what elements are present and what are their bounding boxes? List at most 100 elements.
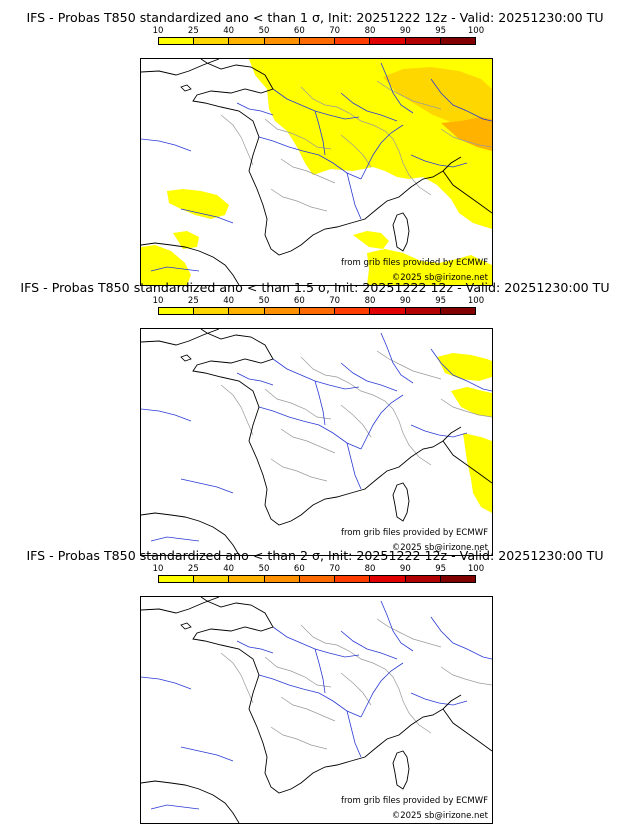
scale-tick-label: 50 xyxy=(258,564,270,574)
scale-bar xyxy=(158,37,476,45)
admin-border xyxy=(340,672,372,706)
scale-tick-label: 25 xyxy=(187,296,199,306)
river xyxy=(236,372,274,386)
admin-border xyxy=(340,404,372,438)
scale-tick-label: 70 xyxy=(329,564,341,574)
probability-area xyxy=(451,387,492,417)
island-outline xyxy=(392,212,410,252)
map-panel-1: IFS - Probas T850 standardized ano < tha… xyxy=(0,10,630,286)
scale-segment xyxy=(159,38,195,44)
scale-segment xyxy=(299,38,336,44)
river xyxy=(258,406,362,450)
color-scale: 10 25 40 50 60 70 80 90 95 100 xyxy=(153,26,485,53)
river xyxy=(430,78,492,122)
map-area: from grib files provided by ECMWF ©2025 … xyxy=(140,328,493,556)
scale-ticks: 10 25 40 50 60 70 80 90 95 100 xyxy=(153,564,485,575)
scale-tick-label: 50 xyxy=(258,296,270,306)
river xyxy=(340,362,398,392)
scale-tick-label: 100 xyxy=(467,564,485,574)
scale-tick-label: 60 xyxy=(293,26,305,36)
scale-tick-label: 40 xyxy=(223,296,235,306)
river xyxy=(380,600,414,652)
admin-border xyxy=(264,118,332,150)
river xyxy=(150,536,200,542)
map-svg xyxy=(141,597,492,823)
scale-segment xyxy=(335,38,371,44)
coastline-south xyxy=(141,512,240,555)
admin-border xyxy=(264,388,332,420)
color-scale: 10 25 40 50 60 70 80 90 95 100 xyxy=(153,564,485,591)
coastline xyxy=(141,59,492,256)
river xyxy=(180,478,234,494)
panel-title: IFS - Probas T850 standardized ano < tha… xyxy=(26,10,604,25)
river xyxy=(360,662,404,718)
admin-border xyxy=(440,128,492,148)
river xyxy=(346,172,362,220)
river xyxy=(258,674,362,718)
river xyxy=(346,710,362,758)
scale-tick-label: 90 xyxy=(399,26,411,36)
scale-tick-label: 80 xyxy=(364,296,376,306)
scale-segment xyxy=(194,308,230,314)
scale-bar xyxy=(158,575,476,583)
scale-tick-label: 60 xyxy=(293,564,305,574)
source-credit: from grib files provided by ECMWF xyxy=(341,796,488,806)
scale-segment xyxy=(194,38,230,44)
copyright-credit: ©2025 sb@irizone.net xyxy=(391,811,488,821)
scale-segment xyxy=(159,308,195,314)
scale-tick-label: 40 xyxy=(223,26,235,36)
scale-segment xyxy=(264,308,300,314)
admin-border xyxy=(270,726,328,750)
copyright-credit: ©2025 sb@irizone.net xyxy=(391,543,488,553)
scale-tick-label: 80 xyxy=(364,564,376,574)
admin-border xyxy=(376,618,442,648)
river xyxy=(141,138,192,152)
scale-segment xyxy=(299,308,336,314)
admin-border xyxy=(440,398,492,418)
scale-tick-label: 90 xyxy=(399,296,411,306)
scale-tick-label: 10 xyxy=(152,296,164,306)
probability-area xyxy=(441,117,492,151)
scale-segment xyxy=(299,576,336,582)
admin-border xyxy=(280,696,336,722)
admin-border xyxy=(280,428,336,454)
island-outline xyxy=(180,84,192,92)
probability-area xyxy=(437,353,492,381)
river xyxy=(360,124,404,180)
scale-segment xyxy=(229,576,265,582)
scale-tick-label: 25 xyxy=(187,26,199,36)
scale-segment xyxy=(264,38,300,44)
admin-border xyxy=(300,86,432,196)
river xyxy=(236,102,274,116)
river xyxy=(180,208,234,224)
river xyxy=(430,616,492,660)
scale-ticks: 10 25 40 50 60 70 80 90 95 100 xyxy=(153,26,485,37)
scale-tick-label: 100 xyxy=(467,26,485,36)
river xyxy=(141,676,192,690)
probability-area xyxy=(173,231,199,249)
scale-segment xyxy=(264,576,300,582)
probability-area xyxy=(167,189,229,219)
color-scale: 10 25 40 50 60 70 80 90 95 100 xyxy=(153,296,484,323)
coastline xyxy=(141,329,492,526)
coastline xyxy=(141,597,492,794)
river xyxy=(380,62,414,114)
scale-tick-label: 10 xyxy=(152,564,164,574)
river xyxy=(141,408,192,422)
scale-tick-label: 95 xyxy=(435,564,447,574)
river xyxy=(150,804,200,810)
scale-tick-label: 70 xyxy=(329,26,341,36)
scale-segment xyxy=(335,308,371,314)
map-svg xyxy=(141,329,492,555)
admin-border xyxy=(270,458,328,482)
map-area: from grib files provided by ECMWF ©2025 … xyxy=(140,596,493,824)
river xyxy=(150,266,200,272)
island-outline xyxy=(392,482,410,522)
scale-segment xyxy=(405,38,441,44)
scale-bar xyxy=(158,307,476,315)
river xyxy=(236,640,274,654)
admin-border xyxy=(376,80,442,110)
scale-segment xyxy=(370,576,406,582)
admin-border xyxy=(300,356,432,466)
river xyxy=(430,348,492,392)
